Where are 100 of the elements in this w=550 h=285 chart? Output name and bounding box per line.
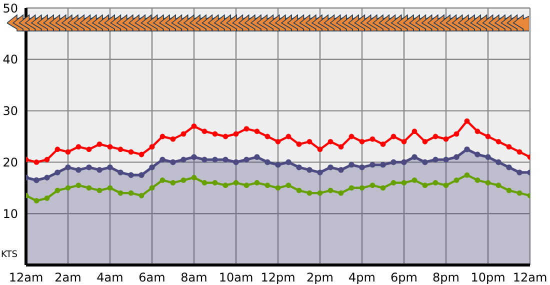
point [222, 156, 228, 163]
point [328, 188, 334, 194]
x-tick-label: 12am [512, 270, 548, 285]
point [485, 180, 491, 186]
point [160, 177, 166, 183]
point [191, 174, 197, 180]
point [422, 182, 428, 188]
point [264, 182, 270, 188]
point [170, 159, 176, 166]
point [359, 138, 365, 144]
point [464, 172, 470, 178]
point [202, 128, 208, 134]
point [306, 167, 312, 173]
y-tick-label: 30 [2, 104, 18, 118]
point [306, 190, 312, 196]
point [170, 136, 176, 142]
point [432, 180, 438, 186]
point [264, 134, 270, 140]
point [464, 146, 470, 152]
line-series [26, 172, 530, 204]
point [496, 138, 502, 144]
point [275, 162, 281, 168]
point [474, 152, 480, 158]
point [412, 177, 418, 183]
point [54, 170, 60, 176]
point [222, 182, 228, 188]
point [380, 162, 386, 168]
point [432, 134, 438, 140]
x-tick-label: 8am [180, 270, 208, 285]
point [506, 164, 512, 170]
x-tick-label: 12am [8, 270, 44, 285]
point [496, 182, 502, 188]
point [118, 170, 124, 176]
point [370, 162, 376, 168]
point [202, 156, 208, 163]
point [338, 167, 344, 173]
point [422, 138, 428, 144]
point [212, 156, 218, 163]
x-tick-label: 4pm [348, 270, 376, 285]
point [107, 164, 113, 170]
point [170, 180, 176, 186]
point [65, 149, 71, 155]
point [96, 142, 102, 147]
point [359, 185, 365, 191]
point [222, 134, 228, 140]
point [254, 180, 260, 186]
point [401, 138, 407, 144]
point [160, 134, 166, 140]
point [180, 177, 186, 183]
point [96, 167, 102, 173]
point [202, 180, 208, 186]
point [370, 182, 376, 188]
point [118, 190, 124, 196]
point [275, 185, 281, 191]
point [65, 185, 71, 191]
point [317, 190, 323, 196]
point [107, 185, 113, 191]
point [244, 126, 250, 132]
point [390, 159, 396, 166]
point [212, 131, 218, 137]
point [128, 190, 134, 196]
point [348, 185, 354, 191]
point [275, 138, 281, 144]
point [138, 152, 144, 158]
point [370, 136, 376, 142]
point [180, 156, 186, 163]
point [286, 134, 292, 140]
point [454, 177, 460, 183]
point [422, 159, 428, 166]
x-tick-label: 6am [138, 270, 166, 285]
point [296, 188, 302, 194]
point [328, 164, 334, 170]
point [180, 131, 186, 137]
point [348, 134, 354, 140]
point [286, 182, 292, 188]
point [34, 198, 40, 204]
point [380, 185, 386, 191]
point [464, 118, 470, 124]
point [191, 154, 197, 160]
point [76, 144, 82, 150]
point [338, 144, 344, 150]
point [506, 188, 512, 194]
point [306, 138, 312, 144]
point [128, 172, 134, 178]
x-tick-label: 2pm [306, 270, 334, 285]
point [485, 154, 491, 160]
point [96, 188, 102, 194]
point [516, 149, 522, 155]
point [412, 154, 418, 160]
x-tick-label: 10am [218, 270, 254, 285]
x-tick-label: 4am [96, 270, 124, 285]
point [359, 164, 365, 170]
point [390, 180, 396, 186]
point [244, 156, 250, 163]
point [296, 142, 302, 147]
point [34, 160, 40, 165]
y-tick-label: 10 [2, 206, 18, 221]
point [380, 142, 386, 147]
point [149, 164, 155, 170]
point [328, 138, 334, 144]
